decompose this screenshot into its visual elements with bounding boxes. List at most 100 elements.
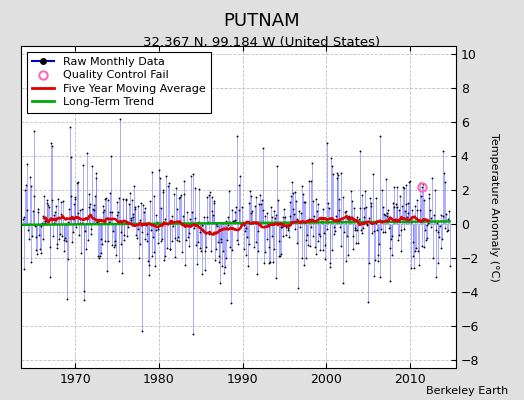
Point: [148, 253, 156, 259]
Point: [71, 194, 79, 200]
Point: [201, 248, 210, 255]
Point: [443, 228, 451, 234]
Point: [222, 218, 231, 225]
Point: [432, 227, 441, 234]
Point: [67, 192, 75, 199]
Point: [137, 200, 145, 206]
Point: [226, 244, 235, 250]
Point: [379, 204, 387, 210]
Point: [117, 240, 125, 247]
Point: [378, 228, 387, 235]
Point: [144, 258, 152, 264]
Point: [385, 225, 393, 232]
Point: [117, 228, 126, 235]
Point: [391, 216, 399, 222]
Point: [328, 163, 336, 169]
Point: [127, 215, 135, 221]
Point: [235, 207, 243, 214]
Point: [119, 195, 127, 202]
Point: [306, 243, 314, 249]
Point: [52, 203, 60, 210]
Point: [328, 247, 336, 254]
Point: [32, 234, 40, 240]
Point: [329, 171, 337, 177]
Point: [282, 224, 290, 230]
Point: [143, 238, 151, 244]
Point: [340, 194, 348, 201]
Point: [221, 255, 230, 261]
Point: [228, 207, 237, 213]
Point: [283, 222, 291, 228]
Point: [414, 248, 422, 255]
Point: [145, 262, 153, 268]
Point: [92, 174, 100, 181]
Point: [173, 206, 181, 212]
Point: [126, 216, 135, 223]
Point: [394, 237, 402, 244]
Point: [359, 204, 368, 211]
Point: [346, 218, 355, 224]
Point: [305, 178, 313, 184]
Point: [209, 211, 217, 218]
Point: [83, 150, 92, 156]
Point: [237, 220, 246, 226]
Point: [298, 183, 307, 190]
Point: [28, 233, 36, 240]
Point: [177, 192, 185, 198]
Point: [319, 247, 327, 254]
Point: [39, 212, 48, 219]
Point: [63, 256, 72, 262]
Point: [194, 239, 202, 245]
Point: [187, 173, 195, 180]
Point: [270, 208, 279, 214]
Point: [103, 268, 111, 275]
Point: [426, 206, 434, 213]
Point: [365, 215, 374, 221]
Point: [368, 171, 377, 177]
Point: [294, 207, 303, 214]
Point: [292, 197, 300, 204]
Point: [239, 219, 247, 226]
Point: [177, 249, 185, 255]
Point: [254, 227, 263, 234]
Point: [84, 237, 92, 244]
Point: [232, 204, 240, 210]
Point: [312, 196, 321, 202]
Point: [401, 208, 409, 214]
Point: [256, 222, 265, 228]
Point: [418, 184, 426, 190]
Point: [346, 218, 354, 224]
Point: [146, 198, 154, 205]
Point: [56, 231, 64, 237]
Point: [100, 206, 108, 213]
Point: [67, 154, 75, 160]
Point: [214, 253, 223, 259]
Point: [192, 242, 200, 248]
Point: [440, 170, 448, 176]
Point: [57, 211, 65, 217]
Point: [171, 234, 179, 241]
Point: [184, 243, 193, 249]
Point: [99, 203, 107, 210]
Point: [129, 211, 137, 217]
Point: [42, 217, 50, 223]
Point: [362, 222, 370, 228]
Point: [166, 246, 174, 252]
Point: [321, 256, 329, 262]
Point: [277, 224, 285, 230]
Point: [431, 187, 439, 194]
Point: [212, 220, 221, 227]
Point: [290, 211, 298, 218]
Point: [258, 196, 266, 203]
Point: [256, 192, 264, 199]
Point: [430, 218, 439, 224]
Point: [377, 226, 385, 232]
Point: [325, 260, 334, 266]
Point: [147, 227, 155, 233]
Point: [130, 183, 138, 190]
Point: [406, 178, 414, 184]
Point: [277, 251, 286, 258]
Point: [427, 215, 435, 222]
Point: [239, 246, 248, 252]
Point: [166, 246, 174, 252]
